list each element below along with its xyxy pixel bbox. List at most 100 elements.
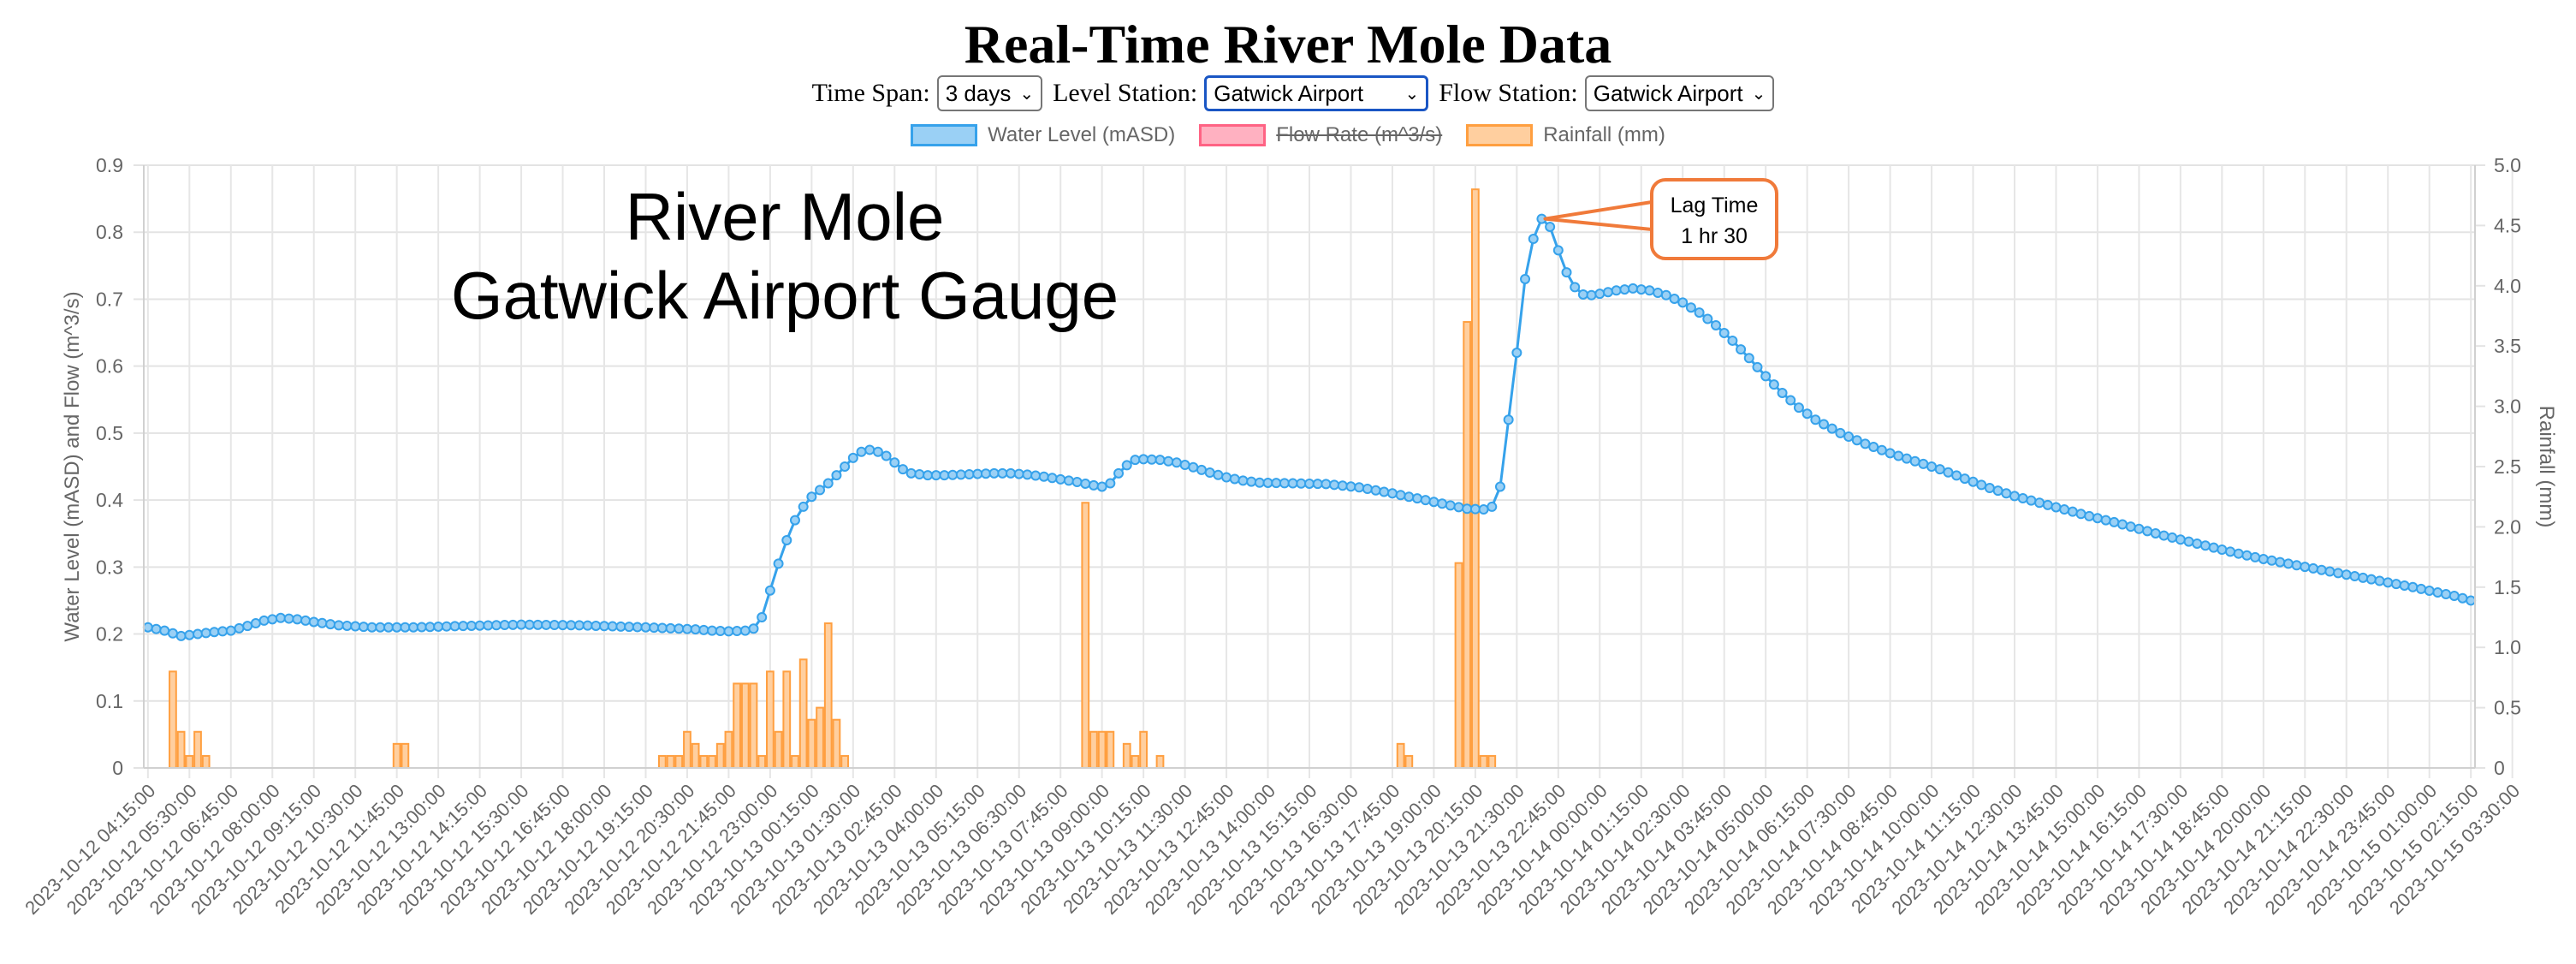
water-level-point — [856, 446, 867, 457]
water-level-point — [2233, 548, 2244, 559]
water-level-point — [1171, 457, 1182, 468]
water-level-point — [2307, 562, 2318, 574]
water-level-point — [1337, 480, 1348, 491]
water-level-point — [1901, 453, 1912, 464]
water-level-point — [1876, 444, 1887, 455]
lag-time-callout: Lag Time 1 hr 30 — [1543, 178, 1778, 260]
y-right-tick-label: 0 — [2494, 757, 2505, 779]
water-level-point — [573, 620, 585, 631]
water-level-point — [2291, 560, 2302, 571]
y-left-tick-label: 0.5 — [96, 422, 123, 444]
callout-line2: 1 hr 30 — [1681, 224, 1748, 248]
water-level-point — [1934, 464, 1945, 475]
water-level-point — [1611, 285, 1622, 296]
water-level-point — [167, 628, 178, 639]
y-left-axis-title: Water Level (mASD) and Flow (m^3/s) — [61, 291, 84, 641]
level-station-select[interactable]: Gatwick Airport ⌄ — [1204, 75, 1429, 111]
water-level-point — [2300, 562, 2311, 573]
water-level-point — [955, 469, 966, 480]
rainfall-bar — [757, 754, 767, 769]
water-level-point — [1976, 479, 1987, 491]
water-level-point — [1138, 454, 1149, 465]
water-level-point — [325, 619, 336, 630]
rainfall-bar — [683, 730, 691, 770]
water-level-point — [748, 623, 759, 634]
rainfall-bar — [1139, 730, 1148, 770]
y-right-axis-title: Rainfall (mm) — [2535, 406, 2558, 528]
water-level-point — [640, 622, 651, 633]
water-level-point — [1321, 479, 1332, 490]
water-level-point — [707, 625, 718, 636]
legend-item-rainfall[interactable]: Rainfall (mm) — [1466, 123, 1665, 147]
water-level-point — [1494, 481, 1505, 492]
water-level-point — [897, 464, 908, 475]
y-left-tick-label: 0.8 — [96, 221, 123, 243]
overlay-annotations: River Mole Gatwick Airport Gauge — [451, 179, 1119, 333]
water-level-point — [449, 621, 460, 632]
water-level-point — [1030, 470, 1042, 481]
water-level-point — [2042, 499, 2053, 510]
water-level-point — [1006, 467, 1017, 479]
water-level-point — [1594, 289, 1606, 300]
water-level-series — [142, 213, 2477, 641]
time-span-value: 3 days — [945, 80, 1012, 106]
flow-station-select[interactable]: Gatwick Airport ⌄ — [1584, 75, 1775, 111]
water-level-point — [234, 622, 245, 634]
water-level-point — [358, 622, 369, 633]
water-level-point — [283, 613, 294, 624]
water-level-point — [2390, 579, 2401, 590]
y-right-tick-label: 1.5 — [2494, 576, 2521, 598]
legend-swatch-water-level — [911, 124, 978, 146]
water-level-point — [2183, 536, 2194, 547]
rainfall-bar — [1097, 730, 1107, 770]
water-level-point — [1793, 402, 1804, 414]
callout-pointer — [1543, 200, 1653, 231]
rainfall-bar — [823, 622, 833, 769]
time-span-select[interactable]: 3 days ⌄ — [936, 75, 1043, 111]
water-level-point — [1420, 495, 1431, 506]
water-level-point — [947, 469, 959, 480]
water-level-point — [1354, 482, 1365, 493]
water-level-point — [1221, 472, 1232, 483]
water-level-point — [905, 467, 917, 479]
rainfall-bar — [774, 730, 783, 770]
water-level-point — [1653, 288, 1664, 299]
legend-item-water-level[interactable]: Water Level (mASD) — [911, 123, 1175, 147]
water-level-point — [1287, 478, 1298, 489]
water-level-point — [383, 622, 394, 633]
water-level-point — [1885, 448, 1896, 459]
water-level-point — [2424, 585, 2435, 596]
water-level-point — [267, 614, 278, 625]
water-level-point — [1213, 469, 1224, 480]
water-level-point — [789, 515, 800, 526]
water-level-point — [1727, 335, 1738, 346]
rainfall-bar — [807, 718, 816, 769]
water-level-point — [1487, 501, 1498, 512]
water-level-point — [1478, 504, 1489, 515]
rainfall-bar — [169, 670, 177, 769]
water-level-point — [2142, 526, 2153, 537]
water-level-point — [1768, 379, 1779, 390]
water-level-point — [490, 620, 502, 631]
water-level-point — [1113, 467, 1125, 479]
water-level-point — [815, 485, 826, 496]
water-level-point — [2457, 592, 2468, 604]
water-level-point — [1462, 503, 1473, 515]
axes: 0 0.1 0.2 0.3 0.4 0.5 0.6 0.7 0.8 0.9 0 0.5 1.0 1.5 2.… — [21, 154, 2558, 919]
water-level-point — [391, 622, 402, 633]
legend-item-flow-rate[interactable]: Flow Rate (m^3/s) — [1199, 123, 1442, 147]
water-level-point — [193, 628, 204, 640]
rainfall-bar — [176, 730, 186, 770]
rainfall-bar — [1471, 188, 1480, 770]
water-level-point — [2117, 519, 2128, 530]
water-level-point — [1644, 285, 1655, 296]
water-level-point — [2059, 504, 2070, 515]
rainfall-bar — [1396, 742, 1405, 770]
water-level-point — [524, 619, 535, 630]
water-level-point — [1951, 470, 1962, 481]
water-level-point — [930, 470, 941, 481]
water-level-point — [698, 624, 709, 635]
water-level-point — [1121, 460, 1132, 471]
water-level-point — [1386, 488, 1398, 499]
y-left-tick-label: 0 — [112, 757, 123, 779]
